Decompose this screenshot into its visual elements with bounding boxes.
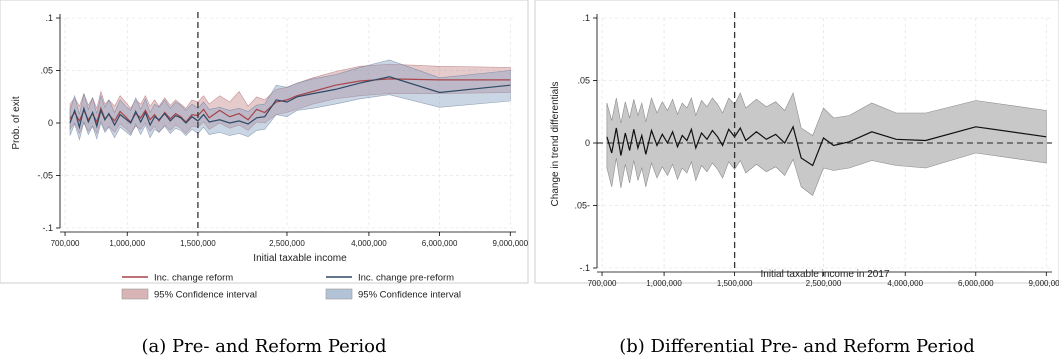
panel-a-caption: (a) Pre- and Reform Period — [141, 336, 386, 357]
panel-b-ytick-label: -.1 — [579, 263, 590, 273]
panel-a-series-line-2 — [69, 76, 511, 130]
panel-b-chart: -.1 .05- 0 .05 .1 700,000 1,000,000 1,500,000 2,… — [534, 0, 1059, 288]
panel-a-xtick-label: 2,500,000 — [269, 239, 305, 248]
panel-a-frame — [0, 0, 529, 284]
panel-b-xtick-label: 9,000,000 — [1028, 279, 1059, 288]
panel-a-xtick-label: 1,500,000 — [180, 239, 216, 248]
panel-b-xlabel: Initial taxable income in 2017 — [761, 269, 890, 280]
legend-label: Inc. change pre-reform — [358, 273, 454, 284]
panel-b-series-line-1 — [606, 125, 1047, 167]
panel-a-ytick-label: -.05 — [37, 171, 53, 181]
panel-b-xtick-label: 1,000,000 — [646, 279, 682, 288]
legend-label: 95% Confidence interval — [154, 290, 257, 301]
legend-swatch-area — [325, 288, 353, 300]
legend-label: 95% Confidence interval — [358, 290, 461, 301]
panel-a-ytick-label: .05 — [40, 66, 53, 76]
panel-b-xtick-label: 4,000,000 — [887, 279, 923, 288]
panel-a-xtick-label: 4,000,000 — [351, 239, 387, 248]
panel-b-xtick-label: 2,500,000 — [806, 279, 842, 288]
panel-a-legend: Inc. change reform Inc. change pre-reform… — [121, 273, 461, 301]
panel-a-ytick-label: 0 — [48, 118, 53, 128]
panel-b-caption: (b) Differential Pre- and Reform Period — [619, 336, 974, 357]
panel-a-xtick-label: 700,000 — [51, 239, 80, 248]
panel-a-xtick-label: 9,000,000 — [492, 239, 528, 248]
panel-b-ylabel: Change in trend differentials — [550, 82, 561, 207]
panel-a-ytick-label: -.1 — [42, 223, 53, 233]
panel-b-ci-band-1 — [606, 92, 1047, 196]
panel-a-series-line-1 — [69, 78, 511, 124]
panel-b-ytick-label: .1 — [582, 13, 590, 23]
panel-b-ytick-label: .05 — [577, 76, 590, 86]
panel-a-chart: -.1 -.05 0 .05 .1 700,000 1,000,000 1,500,000 2,… — [0, 0, 529, 301]
panel-a-ylabel: Prob. of exit — [11, 96, 22, 150]
panel-b-xtick-label: 1,500,000 — [717, 279, 753, 288]
legend-swatch-area — [121, 288, 149, 300]
panel-b-ytick-label: .05- — [574, 201, 590, 211]
panel-b-xtick-label: 6,000,000 — [958, 279, 994, 288]
legend-label: Inc. change reform — [154, 273, 233, 284]
panel-b-xtick-label: 700,000 — [588, 279, 617, 288]
panel-a-xlabel: Initial taxable income — [253, 253, 347, 264]
panel-a-ytick-label: .1 — [45, 13, 53, 23]
panel-a-xtick-label: 1,000,000 — [109, 239, 145, 248]
panel-a-xtick-label: 6,000,000 — [422, 239, 458, 248]
panel-b-ytick-label: 0 — [585, 138, 590, 148]
